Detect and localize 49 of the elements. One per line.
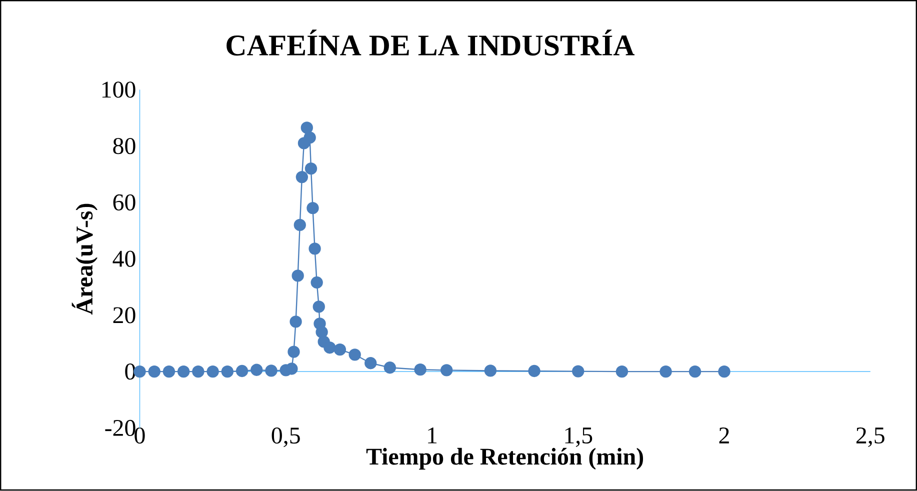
point — [528, 365, 540, 378]
x-tick-label: 2 — [719, 428, 729, 444]
x-tick-label: 1,5 — [565, 428, 592, 448]
point — [250, 364, 263, 376]
x-tick-label: 0,5 — [272, 428, 300, 448]
point — [236, 365, 248, 378]
y-tick-label: 40 — [112, 250, 136, 268]
point — [294, 219, 306, 232]
point — [300, 122, 313, 134]
point — [312, 300, 325, 314]
point — [304, 162, 318, 175]
point — [177, 366, 190, 378]
point — [310, 276, 323, 289]
point — [308, 242, 321, 255]
point — [148, 366, 160, 378]
point — [192, 366, 204, 378]
point — [660, 366, 672, 378]
point — [288, 346, 300, 358]
point — [688, 366, 702, 378]
point — [414, 364, 426, 376]
point — [292, 270, 304, 282]
x-tick-label: 1 — [428, 428, 437, 444]
y-tick-label: 80 — [113, 138, 136, 154]
point — [440, 364, 453, 376]
point — [384, 362, 396, 374]
point — [265, 364, 278, 377]
point — [304, 132, 316, 144]
y-tick-label: 20 — [113, 307, 136, 324]
point — [162, 366, 176, 378]
point — [334, 344, 346, 356]
point — [306, 202, 319, 214]
point — [290, 316, 302, 328]
point — [484, 364, 497, 377]
point — [206, 366, 219, 378]
point — [221, 366, 234, 378]
point — [364, 357, 377, 370]
point — [718, 366, 730, 378]
x-axis-title: Tiempo de Retención (min) — [366, 448, 644, 470]
point — [616, 366, 628, 378]
y-tick-label: 100 — [102, 82, 136, 98]
y-axis-title: Área(uV-s) — [72, 204, 98, 315]
x-tick-label: 2,5 — [856, 428, 884, 448]
point — [296, 171, 308, 184]
point — [572, 365, 584, 378]
y-tick-label: 60 — [113, 194, 136, 211]
point — [324, 342, 336, 354]
y-tick-label: -20 — [105, 420, 136, 436]
point — [348, 348, 361, 361]
chart-title: CAFEÍNA DE LA INDUSTRÍA — [226, 30, 635, 56]
